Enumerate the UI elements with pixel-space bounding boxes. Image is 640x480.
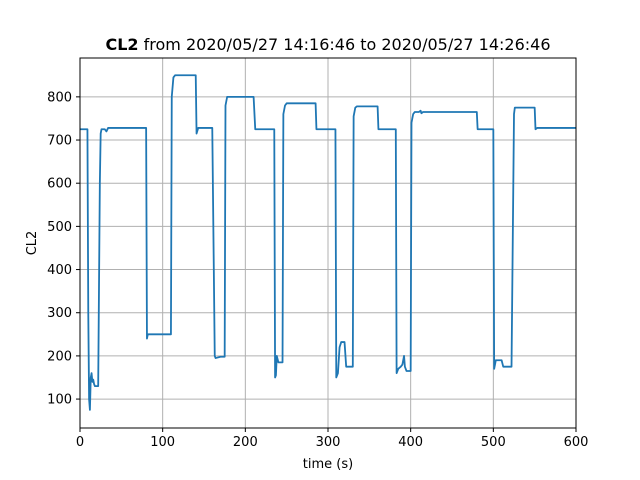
- x-axis-ticks: 0 100 200 300 400 500 600: [76, 428, 589, 450]
- x-tick-label: 0: [76, 435, 84, 450]
- chart-title: CL2 from 2020/05/27 14:16:46 to 2020/05/…: [105, 35, 550, 54]
- y-tick-label: 600: [47, 177, 72, 192]
- y-axis-ticks: 100 200 300 400 500 600 700 800: [47, 90, 80, 408]
- x-tick-label: 300: [316, 435, 341, 450]
- y-tick-label: 700: [47, 134, 72, 149]
- y-tick-label: 100: [47, 393, 72, 408]
- x-tick-label: 500: [481, 435, 506, 450]
- y-tick-label: 500: [47, 220, 72, 235]
- x-tick-label: 600: [564, 435, 589, 450]
- y-tick-label: 800: [47, 90, 72, 105]
- y-tick-label: 300: [47, 306, 72, 321]
- chart-title-rest: from 2020/05/27 14:16:46 to 2020/05/27 1…: [139, 35, 551, 54]
- y-axis-label: CL2: [25, 231, 40, 256]
- x-tick-label: 200: [233, 435, 258, 450]
- x-axis-label: time (s): [303, 457, 353, 472]
- x-tick-label: 400: [398, 435, 423, 450]
- y-tick-label: 400: [47, 263, 72, 278]
- y-tick-label: 200: [47, 349, 72, 364]
- x-tick-label: 100: [150, 435, 175, 450]
- series-line-0: [80, 74, 576, 411]
- series-layer: [80, 74, 576, 411]
- chart-title-bold: CL2: [105, 35, 138, 54]
